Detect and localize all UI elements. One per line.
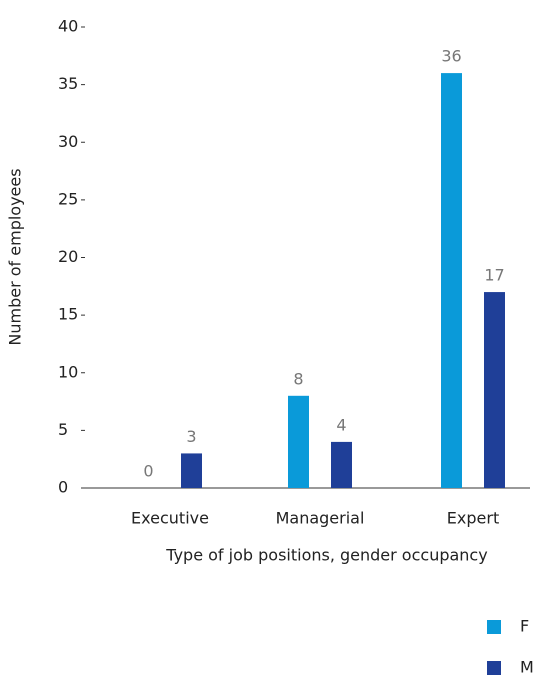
y-tick-label: 35	[58, 74, 78, 93]
value-label: 4	[336, 415, 346, 434]
bar	[331, 441, 352, 488]
value-label: 0	[143, 462, 153, 481]
y-tick-label: 15	[58, 305, 78, 324]
y-axis-label: Number of employees	[6, 168, 25, 345]
y-tick-label: 0	[58, 478, 68, 497]
y-tick-label: 5	[58, 420, 68, 439]
value-label: 3	[186, 427, 196, 446]
y-tick-label: 40	[58, 17, 78, 36]
legend-label: F	[520, 617, 529, 636]
x-tick-label: Expert	[447, 509, 499, 528]
value-label: 8	[293, 369, 303, 388]
bar	[441, 73, 462, 488]
x-axis-label: Type of job positions, gender occupancy	[165, 546, 487, 565]
x-tick-label: Managerial	[276, 509, 365, 528]
legend-swatch	[487, 661, 501, 675]
value-label: 17	[484, 266, 504, 285]
y-tick-label: 25	[58, 189, 78, 208]
value-label: 36	[441, 47, 461, 66]
legend-label: M	[520, 658, 534, 677]
x-tick-label: Executive	[131, 509, 209, 528]
bar	[288, 395, 309, 488]
y-tick-label: 10	[58, 362, 78, 381]
y-tick-label: 20	[58, 247, 78, 266]
y-tick-label: 30	[58, 132, 78, 151]
bar	[484, 292, 505, 488]
legend-swatch	[487, 620, 501, 634]
bar	[181, 453, 202, 488]
